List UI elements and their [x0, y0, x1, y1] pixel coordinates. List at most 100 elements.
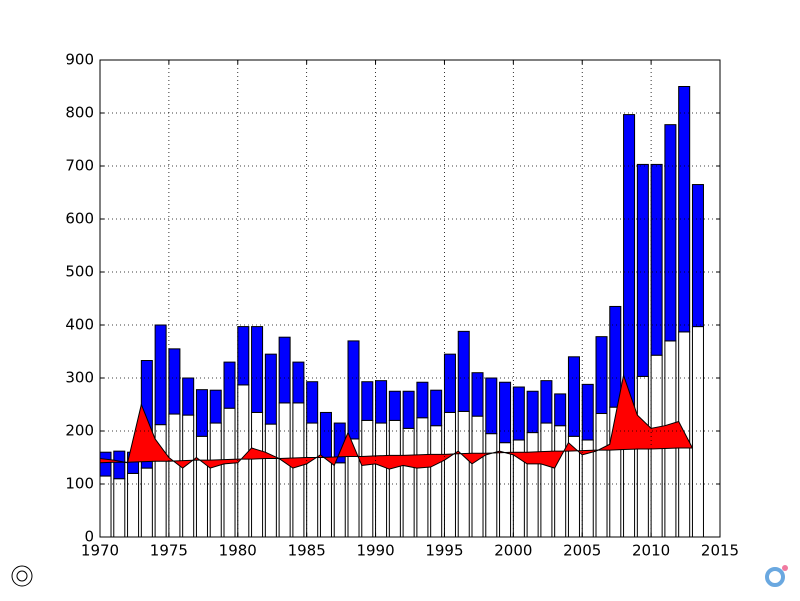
bar [457, 410, 470, 538]
bar [678, 86, 691, 333]
bar [154, 324, 167, 426]
bar [223, 407, 236, 538]
bar [361, 381, 374, 421]
bar [595, 413, 608, 538]
bar [402, 390, 415, 429]
bar [526, 390, 539, 434]
bar [526, 432, 539, 538]
bar [182, 414, 195, 538]
bar [292, 361, 305, 404]
y-tick-label: 800 [65, 104, 94, 122]
y-tick-label: 600 [65, 210, 94, 228]
y-tick-label: 500 [65, 263, 94, 281]
bar [581, 383, 594, 441]
bar [402, 427, 415, 538]
logo-left [11, 565, 33, 587]
bar [264, 353, 277, 425]
bar [195, 435, 208, 538]
bar [99, 451, 112, 477]
x-tick-label: 2015 [701, 542, 739, 560]
bar [264, 423, 277, 538]
bar [195, 389, 208, 437]
y-tick-label: 900 [65, 51, 94, 69]
bar [540, 380, 553, 424]
bar [182, 377, 195, 416]
y-tick-label: 300 [65, 369, 94, 387]
bar [554, 393, 567, 427]
bar [168, 348, 181, 415]
bar [209, 389, 222, 424]
bar [113, 450, 126, 480]
bar [99, 475, 112, 538]
bar [361, 419, 374, 538]
bar [499, 442, 512, 538]
y-tick-label: 200 [65, 422, 94, 440]
bar [306, 422, 319, 538]
bar [471, 372, 484, 417]
bar [140, 467, 153, 538]
bar [485, 433, 498, 538]
bar [319, 457, 332, 538]
bar [113, 478, 126, 538]
y-tick-label: 100 [65, 475, 94, 493]
y-tick-label: 400 [65, 316, 94, 334]
bar [430, 389, 443, 427]
bar [457, 330, 470, 412]
x-tick-label: 1975 [150, 542, 188, 560]
bar [691, 326, 704, 538]
line [99, 373, 693, 470]
bar [485, 377, 498, 435]
line [99, 447, 693, 464]
bar [623, 114, 636, 408]
bar [306, 381, 319, 424]
fill-between [100, 375, 693, 470]
bar [664, 124, 677, 342]
bar [430, 425, 443, 538]
bar [347, 340, 360, 440]
bar [278, 336, 291, 404]
logo-right [765, 565, 788, 587]
bar [636, 163, 649, 377]
x-tick-label: 1985 [288, 542, 326, 560]
x-tick-label: 1995 [425, 542, 463, 560]
bar [127, 472, 140, 538]
bar [292, 402, 305, 538]
bar [540, 422, 553, 538]
x-tick-label: 2000 [494, 542, 532, 560]
bar [319, 411, 332, 459]
bar [636, 375, 649, 538]
bar [567, 356, 580, 437]
x-tick-label: 2005 [563, 542, 601, 560]
bar [223, 361, 236, 409]
bar [595, 336, 608, 415]
bar [375, 380, 388, 424]
bar [209, 422, 222, 538]
x-tick-label: 1970 [81, 542, 119, 560]
x-tick-label: 2010 [632, 542, 670, 560]
bar [443, 353, 456, 413]
bar [609, 305, 622, 408]
bar [168, 413, 181, 538]
bar [554, 425, 567, 538]
y-tick-label: 700 [65, 157, 94, 175]
bar [416, 417, 429, 538]
plot-frame [99, 59, 721, 538]
bar [278, 402, 291, 538]
bar [237, 326, 250, 386]
x-tick-label: 1980 [219, 542, 257, 560]
y-tick-label: 0 [84, 528, 94, 546]
bar [471, 415, 484, 538]
x-tick-label: 1990 [356, 542, 394, 560]
bar [388, 390, 401, 421]
bar [499, 381, 512, 444]
bar [251, 326, 264, 413]
bar [333, 462, 346, 538]
bar [443, 411, 456, 538]
bar [512, 386, 525, 441]
bar [375, 422, 388, 538]
bar [416, 381, 429, 419]
bar [650, 163, 663, 356]
bar [691, 184, 704, 328]
